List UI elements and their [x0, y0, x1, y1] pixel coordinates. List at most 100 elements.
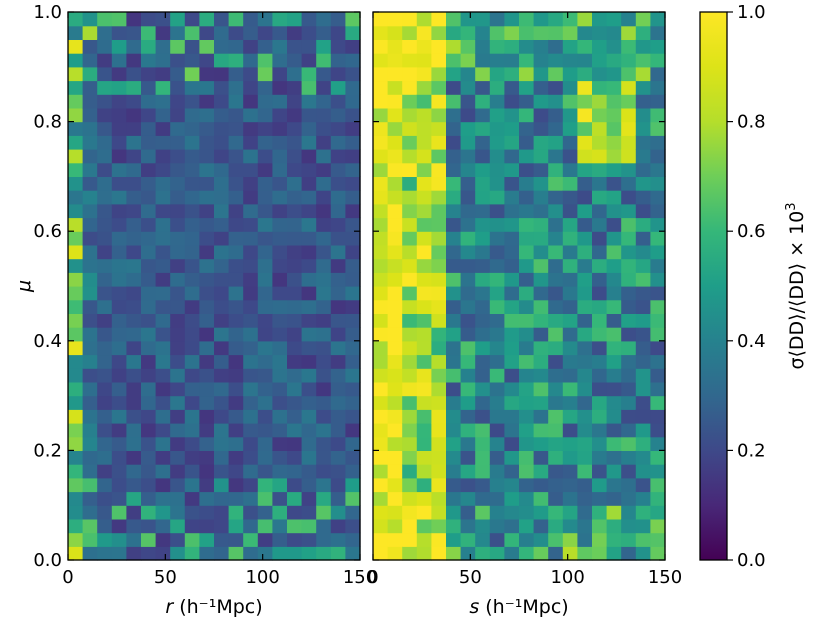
heatmap-cell [345, 244, 361, 260]
heatmap-cell [287, 546, 303, 561]
x-tick-label: 50 [154, 567, 177, 588]
heatmap-cell [431, 162, 447, 177]
heatmap-cell [316, 423, 332, 438]
heatmap-cell [243, 381, 259, 397]
heatmap-cell [621, 12, 637, 27]
heatmap-cell [475, 162, 491, 177]
heatmap-cell [184, 327, 200, 342]
heatmap-cell [141, 94, 157, 109]
heatmap-cell [504, 149, 520, 164]
heatmap-cell [287, 258, 303, 273]
heatmap-cell [214, 327, 230, 342]
heatmap-cell [548, 272, 564, 287]
heatmap-cell [228, 135, 244, 150]
heatmap-cell [301, 505, 317, 520]
heatmap-cell [257, 244, 273, 260]
heatmap-cell [316, 532, 332, 547]
heatmap-cell [68, 66, 84, 82]
heatmap-cell [635, 203, 651, 219]
heatmap-cell [416, 354, 432, 369]
heatmap-cell [519, 340, 535, 356]
heatmap-cell [68, 203, 84, 219]
left-xlabel: r (h⁻¹Mpc) [165, 596, 262, 618]
heatmap-cell [330, 286, 346, 301]
heatmap-cell [155, 395, 171, 410]
heatmap-cell [199, 299, 215, 314]
heatmap-cell [214, 80, 230, 95]
heatmap-cell [446, 231, 462, 246]
heatmap-cell [562, 313, 578, 328]
heatmap-cell [184, 272, 200, 287]
heatmap-cell [257, 450, 273, 465]
heatmap-cell [621, 258, 637, 273]
heatmap-cell [548, 340, 564, 356]
heatmap-cell [345, 464, 361, 479]
heatmap-cell [141, 409, 157, 424]
heatmap-cell [650, 231, 666, 246]
heatmap-cell [387, 477, 403, 493]
heatmap-cell [301, 25, 317, 40]
heatmap-cell [373, 491, 389, 506]
heatmap-cell [170, 272, 186, 287]
heatmap-cell [111, 231, 127, 246]
heatmap-cell [170, 203, 186, 219]
heatmap-cell [243, 354, 259, 369]
heatmap-cell [170, 39, 186, 54]
heatmap-cell [243, 450, 259, 465]
heatmap-cell [97, 231, 113, 246]
heatmap-cell [460, 368, 476, 383]
heatmap-cell [373, 12, 389, 27]
heatmap-cell [68, 135, 84, 150]
heatmap-cell [606, 12, 622, 27]
heatmap-cell [635, 80, 651, 95]
heatmap-cell [82, 121, 98, 136]
heatmap-cell [416, 313, 432, 328]
heatmap-cell [68, 272, 84, 287]
heatmap-cell [345, 39, 361, 54]
heatmap-cell [68, 518, 84, 534]
heatmap-cell [402, 477, 418, 493]
heatmap-cell [504, 121, 520, 136]
heatmap-cell [431, 299, 447, 314]
heatmap-cell [504, 518, 520, 534]
heatmap-cell [287, 25, 303, 40]
heatmap-cell [170, 313, 186, 328]
heatmap-cell [562, 518, 578, 534]
heatmap-cell [650, 299, 666, 314]
heatmap-cell [82, 423, 98, 438]
heatmap-cell [562, 25, 578, 40]
heatmap-cell [97, 135, 113, 150]
heatmap-cell [345, 491, 361, 506]
heatmap-cell [111, 327, 127, 342]
heatmap-cell [111, 546, 127, 561]
heatmap-cell [97, 518, 113, 534]
heatmap-cell [460, 135, 476, 150]
heatmap-cell [548, 80, 564, 95]
heatmap-cell [373, 149, 389, 164]
heatmap-cell [228, 409, 244, 424]
heatmap-cell [592, 231, 608, 246]
heatmap-cell [345, 340, 361, 356]
heatmap-cell [68, 477, 84, 493]
heatmap-cell [301, 217, 317, 232]
heatmap-cell [155, 107, 171, 123]
heatmap-cell [621, 532, 637, 547]
heatmap-cell [577, 532, 593, 547]
heatmap-cell [592, 409, 608, 424]
heatmap-cell [431, 231, 447, 246]
heatmap-cell [316, 272, 332, 287]
heatmap-cell [562, 203, 578, 219]
heatmap-cell [387, 340, 403, 356]
heatmap-cell [126, 546, 142, 561]
heatmap-cell [243, 546, 259, 561]
heatmap-cell [214, 176, 230, 191]
heatmap-cell [621, 464, 637, 479]
heatmap-cell [577, 25, 593, 40]
heatmap-cell [548, 423, 564, 438]
heatmap-cell [316, 149, 332, 164]
heatmap-cell [533, 381, 549, 397]
heatmap-cell [504, 176, 520, 191]
heatmap-cell [301, 532, 317, 547]
heatmap-cell [635, 368, 651, 383]
